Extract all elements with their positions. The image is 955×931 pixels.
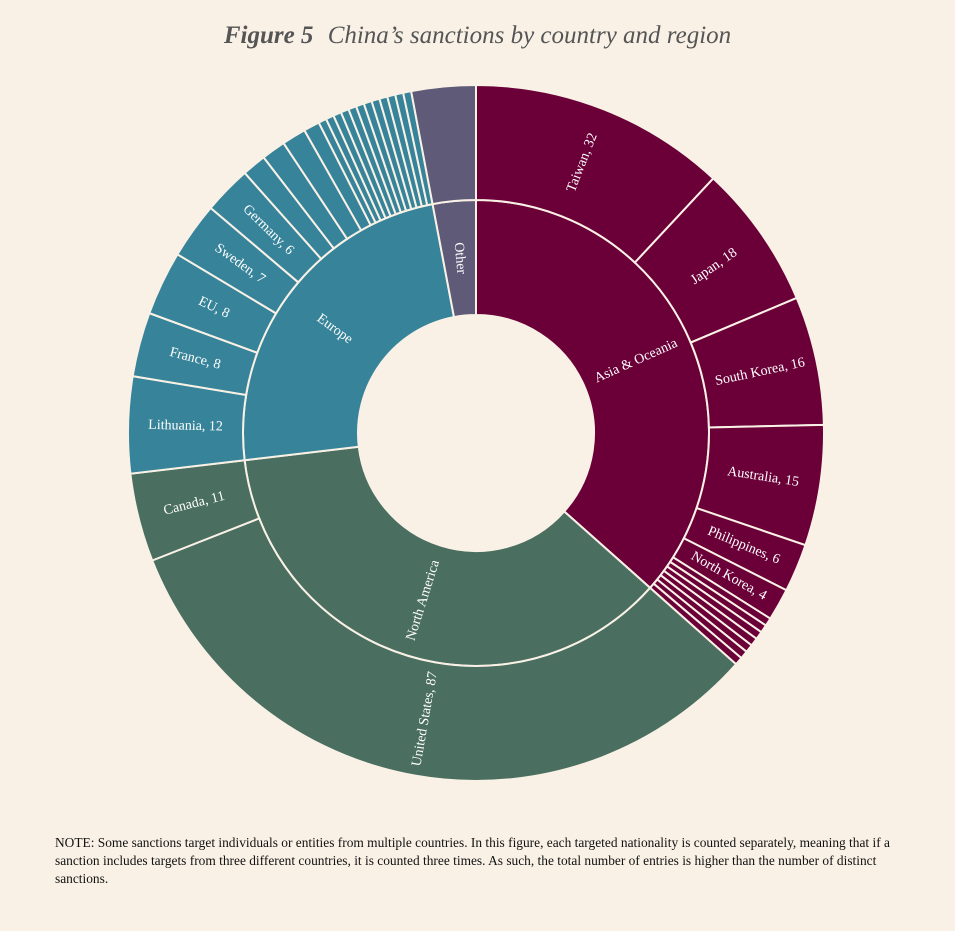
region-ring (242, 198, 710, 667)
chart-note: NOTE: Some sanctions target individuals … (55, 835, 890, 886)
region-label-other: Other (451, 242, 469, 275)
figure-number: Figure 5 (223, 22, 314, 49)
figure-caption: China’s sanctions by country and region (327, 22, 732, 49)
country-arc-unlabeled (409, 83, 477, 206)
country-ring (127, 83, 825, 782)
country-arc-united-states (150, 517, 738, 782)
chart-title: Figure 5 China’s sanctions by country an… (0, 22, 955, 50)
country-label-lithuania: Lithuania, 12 (148, 418, 223, 435)
